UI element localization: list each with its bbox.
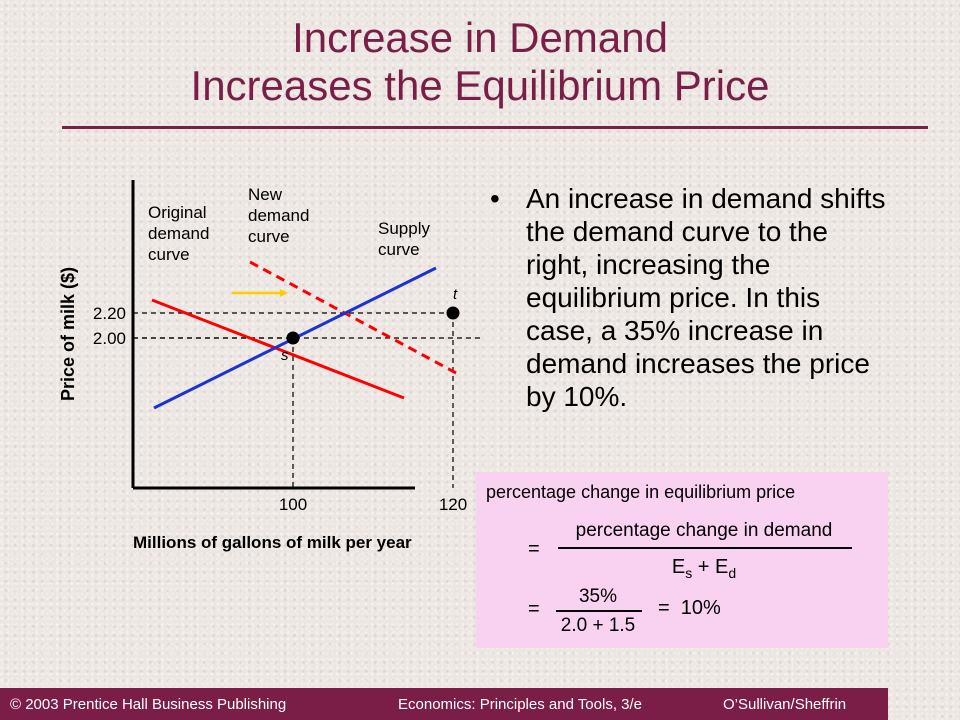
equilibrium-point-0 [286,331,300,345]
x-tick-label-1: 120 [439,495,467,514]
formula-numerator-2: 35% [578,586,618,607]
point-label-0: s [281,347,289,364]
series-label-2-0: Supply [378,219,430,238]
x-tick-label-0: 100 [279,495,307,514]
subscript-d: d [728,565,737,581]
series-label-0-2: curve [148,245,190,264]
footer-book-title: Economics: Principles and Tools, 3/e [398,696,643,713]
formula-equals-2: = [528,598,540,620]
denominator-plus: + [692,556,715,578]
title-line-2: Increases the Equilibrium Price [190,62,770,109]
footer-copyright: © 2003 Prentice Hall Business Publishing [10,696,287,713]
y-tick-label-0: 2.00 [93,329,126,348]
subscript-s: s [685,565,693,581]
title-line-1: Increase in Demand [292,14,668,61]
footer-bar: © 2003 Prentice Hall Business Publishing… [0,688,888,720]
series-label-0-0: Original [148,203,207,222]
formula-result: = 10% [658,597,721,619]
series-label-1-1: demand [248,206,309,225]
series-label-0-1: demand [148,224,209,243]
fraction-bar-1 [558,547,852,549]
fraction-bar-2 [556,610,642,612]
formula-equals-1: = [528,538,540,560]
elasticity-e-demand: E [715,556,729,578]
y-axis-label: Price of milk ($) [58,267,78,401]
point-label-1: t [453,286,458,303]
x-axis-label: Millions of gallons of milk per year [133,533,412,552]
y-tick-label-1: 2.20 [93,304,126,323]
series-label-1-2: curve [248,227,290,246]
series-line-1 [249,260,459,376]
title-underline [62,126,928,129]
slide-title: Increase in Demand Increases the Equilib… [0,14,960,110]
formula-denominator-1: Es + Ed [556,556,852,581]
series-label-1-0: New [248,185,283,204]
formula-box: percentage change in equilibrium price =… [476,472,888,648]
bullet-text: An increase in demand shifts the demand … [526,183,886,412]
formula-numerator-1: percentage change in demand [575,520,833,541]
formula-denominator-2: 2.0 + 1.5 [560,615,636,636]
bullet-symbol: • [490,183,500,214]
series-line-0 [151,298,405,400]
elasticity-e-supply: E [671,556,686,578]
bullet-point: • An increase in demand shifts the deman… [490,182,890,413]
equilibrium-point-1 [446,306,460,320]
supply-demand-chart: Original demand curve New demand curve Supply c… [58,180,480,552]
footer-authors: O’Sullivan/Sheffrin [723,696,847,713]
formula-title: percentage change in equilibrium price [486,482,796,502]
series-label-2-1: curve [378,240,420,259]
